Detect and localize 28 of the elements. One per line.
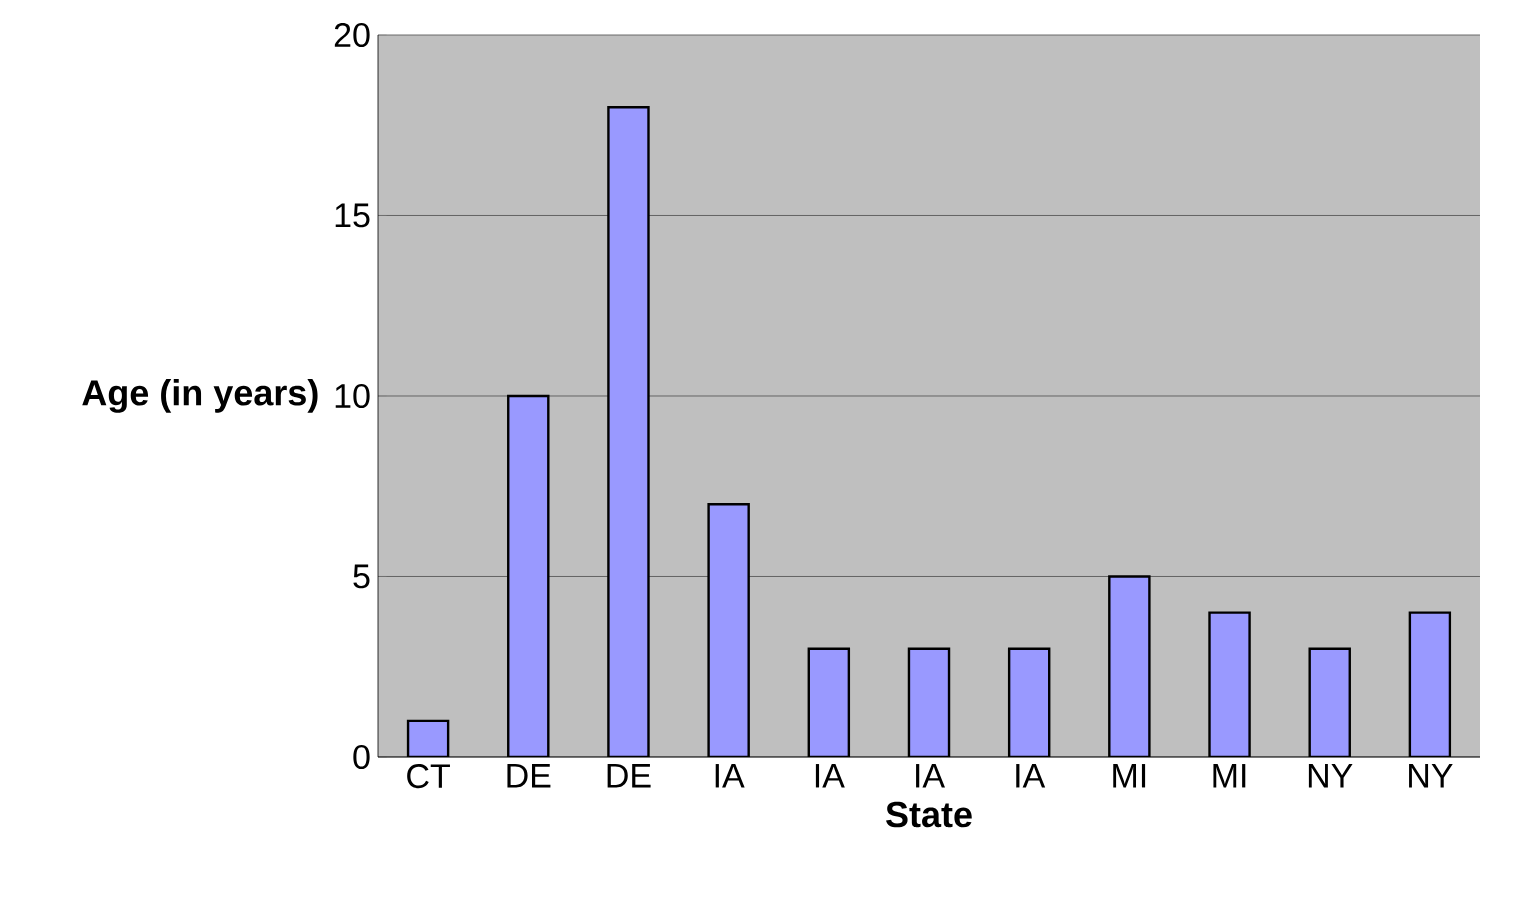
- x-tick-label: DE: [507, 764, 551, 788]
- x-tick-label: IA: [916, 764, 945, 788]
- bar: [1308, 647, 1351, 757]
- x-axis-title: State: [886, 801, 972, 828]
- y-tick-label: 5: [353, 564, 370, 589]
- bar: [1007, 647, 1051, 757]
- x-tick-label: MI: [1213, 764, 1246, 788]
- x-tick-label: NY: [1308, 764, 1353, 788]
- y-axis-title: Age (in years): [82, 379, 318, 413]
- x-tick-label: DE: [607, 764, 651, 788]
- x-tick-label: MI: [1113, 764, 1146, 788]
- bar: [707, 503, 750, 757]
- y-tick-label: 0: [353, 744, 370, 770]
- bar: [507, 394, 550, 757]
- bar: [907, 647, 951, 757]
- x-tick-label: IA: [815, 764, 845, 788]
- x-tick-label: CT: [407, 764, 450, 789]
- x-tick-label: IA: [715, 764, 745, 788]
- bar: [607, 106, 650, 757]
- y-tick-label: 10: [335, 383, 370, 409]
- bar: [1108, 575, 1151, 757]
- bar: [807, 647, 851, 757]
- y-tick-label: 20: [334, 22, 370, 48]
- x-tick-label: NY: [1409, 764, 1453, 788]
- bar: [1408, 611, 1452, 757]
- x-tick-label: IA: [1016, 764, 1046, 788]
- y-tick-label: 15: [335, 203, 370, 228]
- bar: [1208, 611, 1251, 757]
